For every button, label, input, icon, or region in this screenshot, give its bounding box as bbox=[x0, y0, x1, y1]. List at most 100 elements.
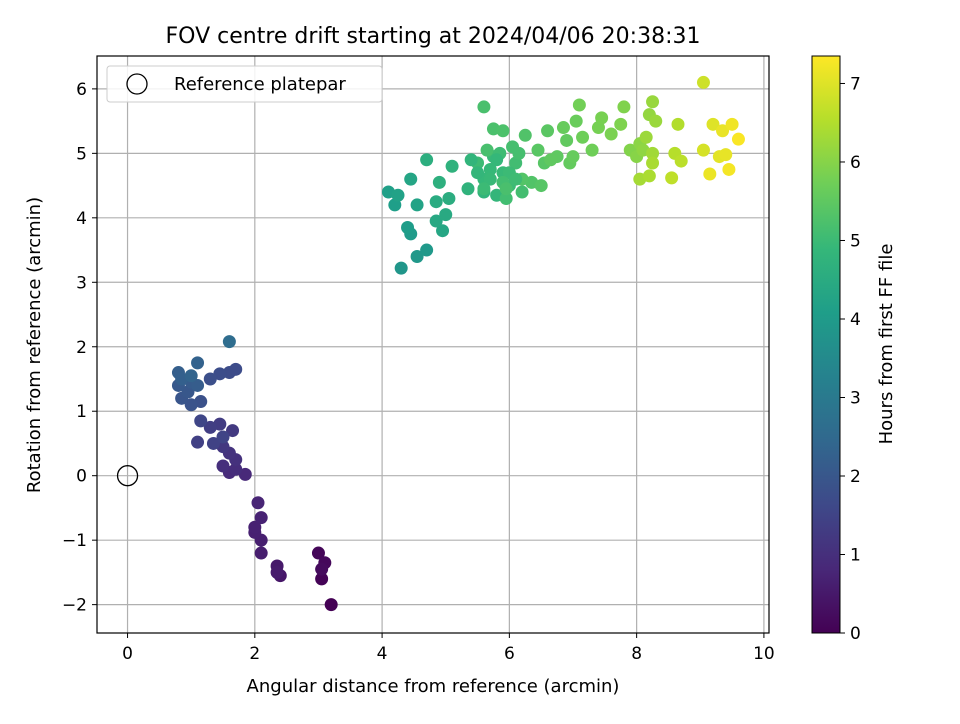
data-point-0 bbox=[324, 598, 338, 612]
data-point-26 bbox=[216, 430, 230, 444]
y-tick-label: 6 bbox=[76, 80, 87, 100]
data-point-117 bbox=[665, 171, 679, 185]
legend-label: Reference platepar bbox=[174, 74, 346, 95]
data-point-129 bbox=[483, 172, 497, 186]
y-tick-label: 2 bbox=[76, 338, 87, 358]
reference-point-marker bbox=[116, 465, 139, 487]
data-points bbox=[171, 75, 745, 612]
x-axis-label: Angular distance from reference (arcmin) bbox=[247, 676, 620, 697]
x-tick-label: 6 bbox=[504, 644, 515, 664]
data-point-114 bbox=[671, 117, 685, 131]
data-point-91 bbox=[566, 150, 580, 164]
x-tick-label: 8 bbox=[631, 644, 642, 664]
data-point-79 bbox=[496, 124, 510, 138]
data-point-61 bbox=[445, 159, 459, 173]
data-point-100 bbox=[614, 117, 628, 131]
data-point-4 bbox=[315, 562, 329, 576]
data-point-17 bbox=[216, 459, 230, 473]
data-point-30 bbox=[213, 367, 227, 381]
data-point-11 bbox=[248, 520, 262, 534]
data-point-46 bbox=[420, 243, 434, 257]
colorbar-tick-label: 4 bbox=[850, 310, 861, 330]
data-point-122 bbox=[719, 148, 733, 162]
data-point-51 bbox=[391, 188, 405, 202]
data-point-118 bbox=[696, 75, 710, 89]
data-point-101 bbox=[617, 100, 631, 114]
x-axis-ticks: 0 2 4 6 8 10 bbox=[122, 633, 775, 664]
data-point-112 bbox=[646, 156, 660, 170]
data-point-41 bbox=[191, 356, 205, 370]
data-point-60 bbox=[432, 175, 446, 189]
legend: Reference platepar bbox=[106, 65, 383, 103]
data-point-109 bbox=[639, 130, 653, 144]
data-point-137 bbox=[464, 153, 478, 167]
data-point-116 bbox=[674, 154, 688, 168]
data-point-38 bbox=[191, 378, 205, 392]
data-point-7 bbox=[270, 565, 284, 579]
colorbar-tick-label: 3 bbox=[850, 388, 861, 408]
reference-circle bbox=[116, 465, 139, 487]
data-point-124 bbox=[703, 167, 717, 181]
data-point-128 bbox=[490, 153, 504, 167]
data-point-94 bbox=[576, 130, 590, 144]
data-point-56 bbox=[439, 208, 453, 222]
grid-lines bbox=[97, 56, 769, 633]
colorbar-label: Hours from first FF file bbox=[876, 244, 897, 445]
data-point-74 bbox=[515, 185, 529, 199]
data-point-89 bbox=[560, 133, 574, 147]
data-point-58 bbox=[442, 191, 456, 205]
data-point-62 bbox=[461, 182, 475, 196]
data-point-27 bbox=[194, 414, 208, 428]
data-point-59 bbox=[420, 153, 434, 167]
data-point-77 bbox=[477, 100, 491, 114]
data-point-135 bbox=[499, 182, 513, 196]
data-point-2 bbox=[311, 546, 325, 560]
data-point-123 bbox=[716, 124, 730, 138]
data-point-12 bbox=[254, 511, 268, 525]
data-point-1 bbox=[315, 572, 329, 586]
colorbar-tick-label: 6 bbox=[850, 153, 861, 173]
data-point-126 bbox=[722, 162, 736, 176]
data-point-136 bbox=[477, 182, 491, 196]
y-tick-label: 5 bbox=[76, 144, 87, 164]
x-tick-label: 2 bbox=[249, 644, 260, 664]
data-point-133 bbox=[471, 166, 485, 180]
colorbar-tick-label: 0 bbox=[850, 624, 861, 644]
data-point-43 bbox=[222, 335, 236, 349]
data-point-88 bbox=[544, 153, 558, 167]
data-point-24 bbox=[191, 435, 205, 449]
data-point-57 bbox=[429, 195, 443, 209]
colorbar-ticks: 0 1 2 3 4 5 6 7 bbox=[840, 74, 861, 644]
data-point-55 bbox=[429, 214, 443, 228]
colorbar-tick-label: 2 bbox=[850, 467, 861, 487]
data-point-93 bbox=[569, 114, 583, 128]
data-point-13 bbox=[251, 496, 265, 510]
data-point-92 bbox=[556, 121, 570, 135]
data-point-31 bbox=[203, 372, 217, 386]
data-point-125 bbox=[725, 117, 739, 131]
legend-box bbox=[106, 65, 383, 103]
data-point-25 bbox=[206, 436, 220, 450]
data-point-76 bbox=[480, 143, 494, 157]
data-point-53 bbox=[404, 172, 418, 186]
x-tick-label: 0 bbox=[122, 644, 133, 664]
data-point-96 bbox=[572, 98, 586, 112]
data-point-48 bbox=[401, 220, 415, 234]
data-point-33 bbox=[184, 398, 198, 412]
data-point-120 bbox=[706, 117, 720, 131]
data-point-54 bbox=[436, 224, 450, 238]
data-point-119 bbox=[696, 143, 710, 157]
y-tick-label: −1 bbox=[62, 531, 87, 551]
y-tick-label: −2 bbox=[62, 596, 87, 616]
data-point-85 bbox=[531, 143, 545, 157]
data-point-29 bbox=[229, 362, 243, 376]
data-point-80 bbox=[518, 128, 532, 142]
chart-title: FOV centre drift starting at 2024/04/06 … bbox=[166, 24, 701, 49]
y-axis-ticks: −2 −1 0 1 2 3 4 5 6 bbox=[62, 80, 97, 616]
data-point-83 bbox=[534, 179, 548, 193]
data-point-21 bbox=[226, 424, 240, 438]
y-tick-label: 1 bbox=[76, 402, 87, 422]
y-tick-label: 4 bbox=[76, 209, 87, 229]
